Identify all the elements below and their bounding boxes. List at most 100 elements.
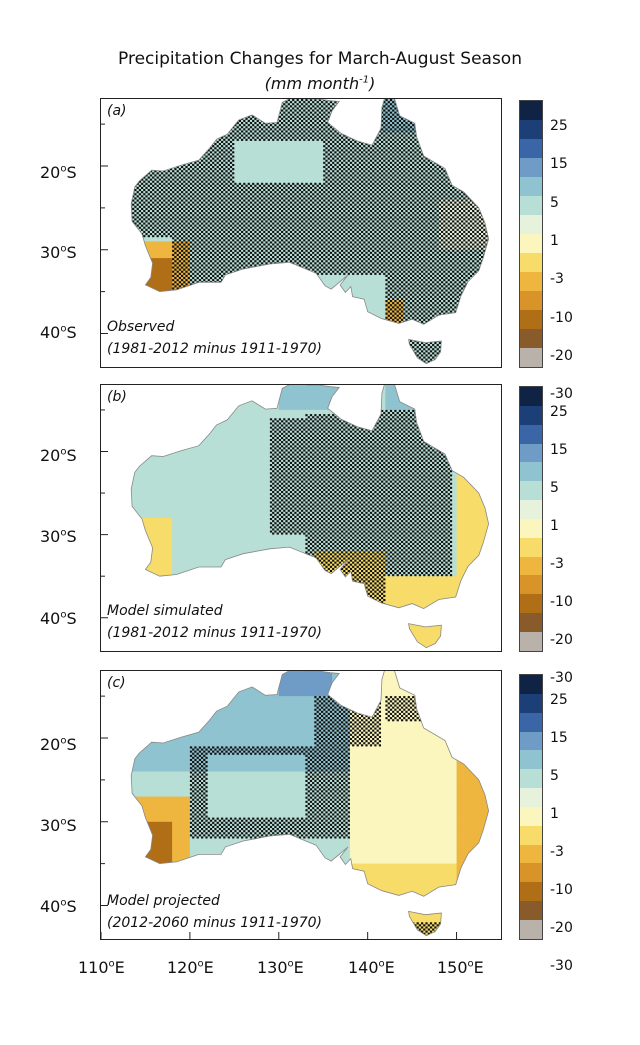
- figure-units: (mm month-1): [0, 74, 640, 93]
- colorbar-swatch: [520, 177, 542, 196]
- colorbar-tick-label: 5: [550, 480, 559, 496]
- colorbar-tick-label: 15: [550, 156, 568, 173]
- colorbar-swatch: [520, 253, 542, 272]
- colorbar-swatch: [520, 387, 542, 406]
- colorbar-swatch: [520, 120, 542, 139]
- colorbar-swatch: [520, 196, 542, 215]
- lat-label: 20oS: [40, 735, 77, 754]
- colorbar-swatch: [520, 158, 542, 177]
- coastline: [130, 99, 490, 365]
- colorbar-swatch: [520, 443, 542, 463]
- colorbar-swatch: [520, 348, 542, 367]
- colorbar-swatch: [520, 631, 542, 651]
- lon-label: 110oE: [78, 958, 125, 977]
- colorbar-swatch: [520, 863, 542, 883]
- colorbar-swatch: [520, 215, 542, 234]
- colorbar-swatch: [520, 882, 542, 902]
- colorbar-swatch: [520, 537, 542, 557]
- colorbar-tick-label: -3: [550, 556, 564, 572]
- units-prefix: (mm month: [264, 74, 360, 93]
- units-suffix: ): [369, 74, 376, 93]
- colorbar-tick-label: 5: [550, 194, 559, 211]
- lat-label: 40oS: [40, 609, 77, 628]
- map-panel-a: (a) Observed (1981-2012 minus 1911-1970): [100, 98, 502, 368]
- colorbar-c: [519, 674, 543, 940]
- colorbar-tick-label: -30: [550, 958, 573, 974]
- colorbar-swatch: [520, 919, 542, 939]
- lon-label: 150oE: [437, 958, 484, 977]
- colorbar-swatch: [520, 575, 542, 595]
- colorbar-tick-label: -10: [550, 309, 573, 326]
- colorbar-tick-label: -20: [550, 920, 573, 936]
- colorbar-swatch: [520, 272, 542, 291]
- lat-label: 40oS: [40, 323, 77, 342]
- panel-caption-period: (2012-2060 minus 1911-1970): [107, 915, 323, 931]
- lat-label: 20oS: [40, 163, 77, 182]
- colorbar-tick-label: 25: [550, 404, 568, 420]
- colorbar-swatch: [520, 556, 542, 576]
- panel-tag: (a): [107, 103, 127, 119]
- colorbar-swatch: [520, 310, 542, 329]
- units-exponent: -1: [359, 74, 370, 86]
- colorbar-tick-label: -30: [550, 670, 573, 686]
- lat-label: 30oS: [40, 816, 77, 835]
- panel-tag: (b): [107, 389, 127, 405]
- map-panel-b: (b) Model simulated (1981-2012 minus 191…: [100, 384, 502, 652]
- lon-label: 120oE: [167, 958, 214, 977]
- colorbar-tick-label: -3: [550, 271, 564, 288]
- colorbar-swatch: [520, 731, 542, 751]
- panel-tag: (c): [107, 675, 126, 691]
- colorbar-tick-label: -20: [550, 347, 573, 364]
- colorbar-tick-label: 1: [550, 233, 559, 249]
- colorbar-swatch: [520, 844, 542, 864]
- figure-title: Precipitation Changes for March-August S…: [118, 49, 522, 69]
- colorbar-swatch: [520, 769, 542, 789]
- colorbar-swatch: [520, 424, 542, 444]
- colorbar-tick-label: -10: [550, 882, 573, 898]
- colorbar-swatch: [520, 806, 542, 826]
- colorbar-b: [519, 386, 543, 652]
- colorbar-tick-label: -20: [550, 632, 573, 648]
- colorbar-swatch: [520, 405, 542, 425]
- colorbar-swatch: [520, 101, 542, 120]
- colorbar-tick-label: 1: [550, 806, 559, 822]
- colorbar-tick-label: 1: [550, 518, 559, 534]
- colorbar-tick-label: 25: [550, 118, 568, 135]
- colorbar-tick-label: 15: [550, 730, 568, 746]
- panel-caption-label: Model simulated: [107, 603, 223, 619]
- colorbar-swatch: [520, 693, 542, 713]
- colorbar-swatch: [520, 139, 542, 158]
- map-canvas: [101, 671, 490, 939]
- lat-label: 20oS: [40, 446, 77, 465]
- colorbar-swatch: [520, 675, 542, 694]
- map-panel-c: (c) Model projected (2012-2060 minus 191…: [100, 670, 502, 940]
- precipitation-field: [131, 99, 489, 364]
- colorbar-swatch: [520, 291, 542, 310]
- colorbar-tick-label: -30: [550, 386, 573, 403]
- colorbar-swatch: [520, 613, 542, 632]
- panel-caption-period: (1981-2012 minus 1911-1970): [107, 625, 323, 641]
- lon-label: 140oE: [348, 958, 395, 977]
- colorbar-swatch: [520, 825, 542, 845]
- colorbar-swatch: [520, 329, 542, 348]
- panel-caption-period: (1981-2012 minus 1911-1970): [107, 341, 323, 357]
- colorbar-tick-label: 25: [550, 692, 568, 708]
- coastline: [130, 671, 490, 937]
- colorbar-tick-label: 5: [550, 768, 559, 784]
- colorbar-tick-label: -10: [550, 594, 573, 610]
- colorbar-tick-label: -3: [550, 844, 564, 860]
- lat-label: 40oS: [40, 897, 77, 916]
- map-canvas: [101, 99, 490, 365]
- coastline: [130, 385, 490, 649]
- colorbar-swatch: [520, 462, 542, 482]
- colorbar-swatch: [520, 788, 542, 807]
- colorbar-tick-label: 15: [550, 442, 568, 458]
- colorbar-a: [519, 100, 543, 368]
- lon-label: 130oE: [257, 958, 304, 977]
- colorbar-swatch: [520, 481, 542, 501]
- panel-caption-label: Observed: [107, 319, 175, 335]
- colorbar-swatch: [520, 901, 542, 920]
- colorbar-swatch: [520, 594, 542, 614]
- panel-caption-label: Model projected: [107, 893, 220, 909]
- colorbar-swatch: [520, 712, 542, 732]
